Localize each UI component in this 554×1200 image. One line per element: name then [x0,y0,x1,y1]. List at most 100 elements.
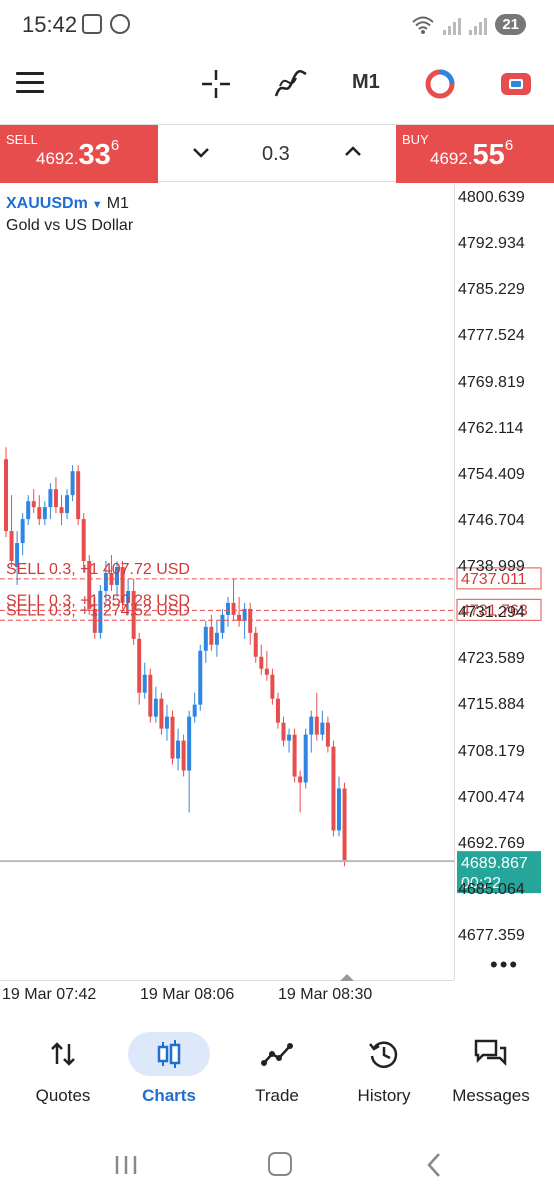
signal-icon [443,15,462,35]
candle-body [87,561,92,609]
objects-icon[interactable] [424,68,456,100]
candle-body [287,734,292,741]
candle-body [115,566,119,585]
candle-body [142,674,147,693]
candle-body [109,572,114,585]
buy-label: BUY [402,132,429,147]
recent-apps-icon[interactable] [114,1154,138,1176]
chart-timeframe: M1 [106,195,129,212]
candle-body [209,626,214,645]
candle-body [337,788,341,831]
crosshair-icon[interactable] [200,68,232,100]
candle-body [292,734,297,777]
candle-body [253,632,258,657]
chart-toolbar: M1 [0,56,554,112]
nav-label: Charts [142,1086,196,1105]
candle-body [320,722,325,735]
candle-body [187,716,192,771]
nav-quotes[interactable]: Quotes [8,1030,118,1120]
time-label: 19 Mar 07:42 [2,986,97,1003]
candle-body [303,734,308,783]
status-bar: 15:42 21 [0,0,554,52]
price-scale-label: 4731.294 [458,604,525,622]
wifi-icon [412,16,434,34]
price-scale-label: 4677.359 [458,927,525,944]
nav-charts[interactable]: Charts [114,1030,224,1120]
status-time: 15:42 [22,12,78,37]
chevron-up-icon[interactable] [342,141,364,163]
price-scale-label: 4769.819 [458,373,525,391]
candle-body [9,531,14,562]
candle-body [153,698,158,717]
candle-body [164,716,169,729]
price-scale-label: 4792.934 [458,235,525,253]
price-chart[interactable]: XAUUSDm ▼ M1 Gold vs US Dollar SELL 0.3, +… [0,184,554,1014]
symbol-header[interactable]: XAUUSDm ▼ M1 [6,195,129,213]
system-navigation-bar [0,1140,554,1200]
menu-icon[interactable] [16,72,44,94]
candle-body [48,489,53,508]
candle-body [148,674,153,717]
current-price-label: 4689.867 [461,855,528,872]
price-scale-label: 4785.229 [458,281,525,299]
candle-body [76,471,81,520]
candle-body [237,614,242,621]
lot-size-value[interactable]: 0.3 [262,143,290,165]
candle-body [26,501,31,520]
candle-body [242,608,247,621]
nav-messages[interactable]: Messages [436,1030,546,1120]
candle-body [220,614,225,633]
nav-label: Quotes [35,1086,91,1105]
chart-scroll-handle-icon[interactable] [340,974,354,981]
screenshot-notification-icon [82,14,102,34]
charts-icon [157,1040,181,1068]
candle-body [65,495,70,514]
symbol-description: Gold vs US Dollar [6,217,134,234]
candle-body [120,566,125,603]
order-price-box [456,567,542,590]
one-click-trading-bar: SELL 4692.336 0.3 BUY 4692.556 [0,124,554,183]
bottom-navigation: Quotes Charts Trade History Mes [0,1030,554,1120]
sell-price: 4692.336 [36,137,120,171]
indicators-icon[interactable] [274,68,308,100]
chevron-down-icon[interactable] [190,141,212,163]
candle-body [98,590,103,633]
signal-icon-2 [469,15,488,35]
candle-body [4,459,8,532]
home-icon[interactable] [268,1152,292,1176]
nav-trade[interactable]: Trade [222,1030,332,1120]
candle-body [231,602,236,615]
candle-body [275,698,280,723]
order-price-label: 4731.763 [461,602,528,619]
status-notification-icons [82,14,130,34]
more-options-icon[interactable]: ••• [490,952,520,977]
new-order-icon[interactable] [500,68,532,100]
buy-button[interactable]: BUY 4692.556 [396,125,554,183]
candle-body [203,626,208,651]
current-price-box [457,851,541,894]
history-icon [369,1041,398,1068]
time-label: 19 Mar 08:30 [278,986,373,1003]
price-scale-label: 4723.589 [458,650,525,668]
candle-body [20,519,25,544]
candle-body [70,471,75,496]
candle-body [331,746,336,831]
candle-body [264,668,269,675]
timeframe-button[interactable]: M1 [352,71,380,93]
symbol-name[interactable]: XAUUSDm [6,195,88,212]
nav-history[interactable]: History [329,1030,439,1120]
candle-body [137,638,142,693]
candle-body [37,507,42,520]
candlestick-plot[interactable]: SELL 0.3, +1 407.72 USD 4737.011 SELL 0.3,… [0,184,554,1014]
candle-body [126,590,131,603]
dropdown-arrow-icon[interactable]: ▼ [91,199,103,211]
candle-body [181,740,186,771]
back-icon[interactable] [424,1152,444,1178]
candle-body [131,590,136,639]
sell-button[interactable]: SELL 4692.336 [0,125,158,183]
order-label: SELL 0.3, +1 407.72 USD [6,561,190,578]
candle-body [103,572,108,591]
order-label: SELL 0.3, +1 274.52 USD [6,602,190,619]
price-scale-label: 4762.114 [458,419,524,437]
candle-body [31,501,36,508]
